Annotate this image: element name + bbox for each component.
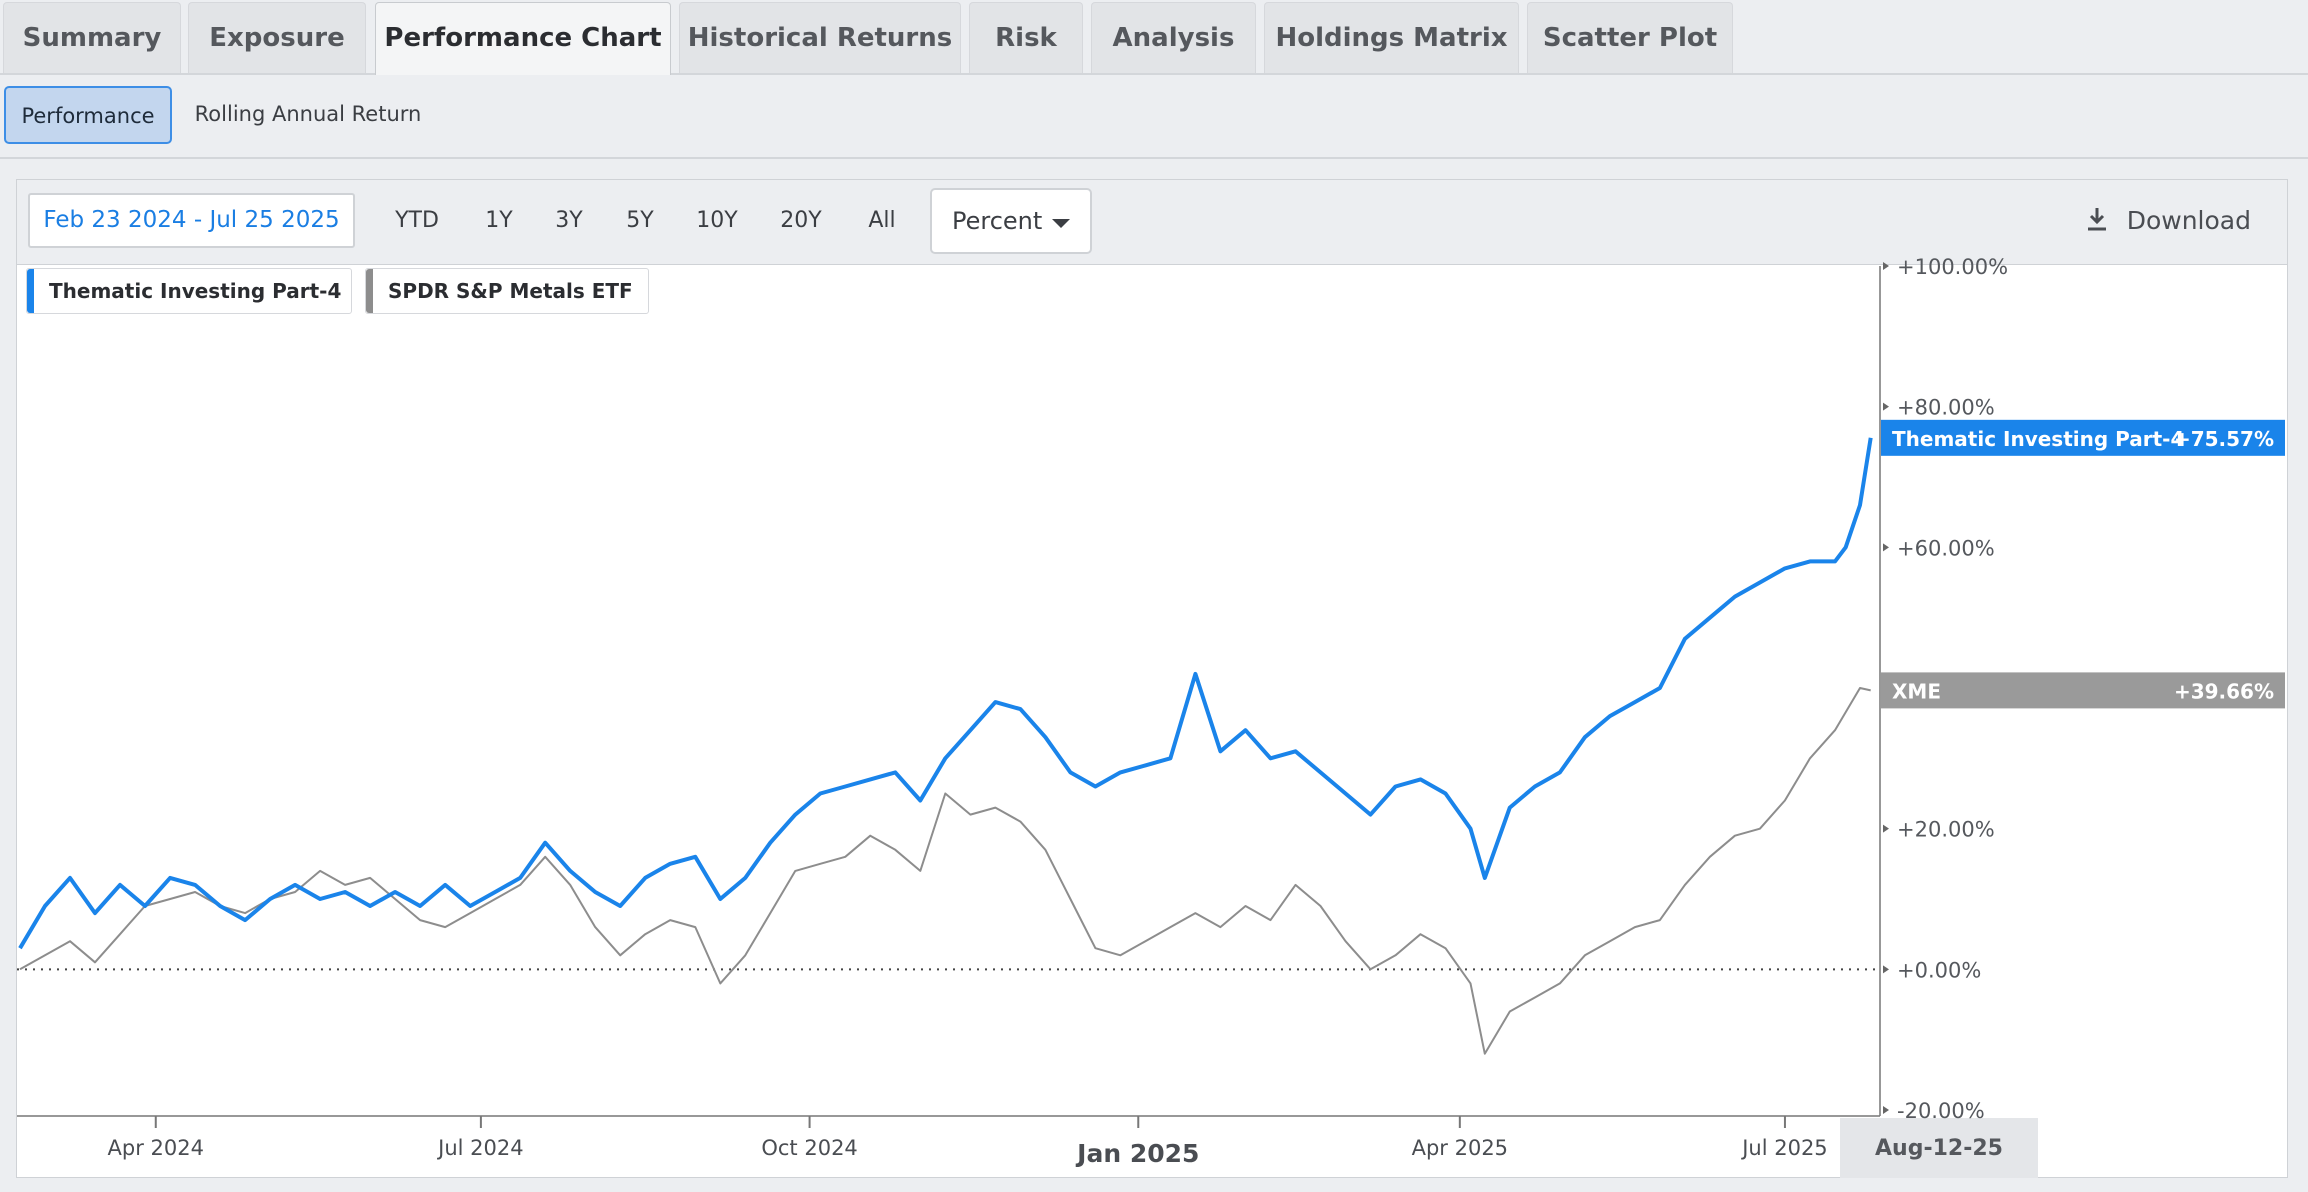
- series-line-thematic: [18, 437, 1873, 950]
- tab-analysis[interactable]: Analysis: [1091, 2, 1256, 73]
- unit-dropdown[interactable]: Percent: [930, 188, 1092, 254]
- legend-label: Thematic Investing Part-4: [49, 279, 342, 303]
- crosshair-date-label: Aug-12-25: [1875, 1136, 2003, 1161]
- y-tick-mark: [1883, 824, 1889, 833]
- tab-scatter-plot[interactable]: Scatter Plot: [1527, 2, 1733, 73]
- end-tag-name: XME: [1892, 679, 1941, 703]
- period-5y-button[interactable]: 5Y: [626, 208, 654, 233]
- y-tick-mark: [1883, 1106, 1889, 1114]
- end-tag-name: Thematic Investing Part-4: [1892, 427, 2184, 451]
- download-label: Download: [2126, 206, 2251, 235]
- period-20y-button[interactable]: 20Y: [780, 208, 822, 233]
- sub-tab-bar: Performance Rolling Annual Return: [0, 75, 2308, 159]
- download-icon: [2087, 208, 2106, 231]
- x-tick-label: Jul 2025: [1740, 1136, 1827, 1160]
- legend-item-thematic[interactable]: Thematic Investing Part-4: [26, 268, 352, 314]
- download-button[interactable]: Download: [2085, 193, 2251, 248]
- main-tab-bar: Summary Exposure Performance Chart Histo…: [0, 0, 2308, 75]
- y-tick-mark: [1883, 965, 1889, 974]
- period-1y-button[interactable]: 1Y: [485, 208, 513, 233]
- period-10y-button[interactable]: 10Y: [696, 208, 738, 233]
- y-tick-label: +60.00%: [1897, 536, 1995, 560]
- tab-performance-chart[interactable]: Performance Chart: [375, 2, 671, 75]
- end-tag-thematic: [1881, 419, 2285, 456]
- legend-item-xme[interactable]: SPDR S&P Metals ETF: [365, 268, 649, 314]
- x-tick-label: Jul 2024: [436, 1136, 523, 1160]
- tab-exposure[interactable]: Exposure: [188, 2, 366, 73]
- end-tag-xme: [1881, 672, 2285, 709]
- y-tick-label: +80.00%: [1897, 396, 1995, 420]
- tab-holdings-matrix[interactable]: Holdings Matrix: [1264, 2, 1519, 73]
- legend-label: SPDR S&P Metals ETF: [388, 279, 633, 303]
- period-ytd-button[interactable]: YTD: [395, 208, 439, 233]
- series-line-xme: [19, 687, 1871, 1055]
- tab-summary[interactable]: Summary: [3, 2, 181, 73]
- chart-toolbar: Feb 23 2024 - Jul 25 2025 YTD 1Y 3Y 5Y 1…: [17, 180, 2287, 265]
- y-tick-label: -20.00%: [1897, 1099, 1985, 1123]
- end-tag-value: +39.66%: [2174, 679, 2274, 703]
- end-tag-value: +75.57%: [2174, 427, 2274, 451]
- x-tick-label: Jan 2025: [1075, 1139, 1199, 1168]
- caret-down-icon: [1052, 219, 1070, 228]
- legend-swatch: [366, 269, 373, 313]
- y-tick-label: +100.00%: [1897, 255, 2008, 279]
- x-tick-label: Apr 2025: [1412, 1136, 1508, 1160]
- period-3y-button[interactable]: 3Y: [555, 208, 583, 233]
- x-tick-label: Apr 2024: [108, 1136, 204, 1160]
- y-tick-mark: [1883, 402, 1889, 411]
- crosshair-date-band: [1840, 1118, 2038, 1178]
- tab-risk[interactable]: Risk: [969, 2, 1083, 73]
- legend-swatch: [27, 269, 34, 313]
- x-tick-label: Oct 2024: [761, 1136, 857, 1160]
- y-tick-label: +0.00%: [1897, 958, 1981, 982]
- y-tick-label: +20.00%: [1897, 818, 1995, 842]
- unit-dropdown-value: Percent: [952, 207, 1043, 235]
- subtab-performance[interactable]: Performance: [4, 86, 172, 144]
- y-tick-mark: [1883, 543, 1889, 552]
- y-tick-mark: [1883, 262, 1889, 270]
- date-range-picker[interactable]: Feb 23 2024 - Jul 25 2025: [28, 193, 355, 248]
- tab-historical-returns[interactable]: Historical Returns: [679, 2, 961, 73]
- subtab-rolling-annual-return[interactable]: Rolling Annual Return: [194, 102, 422, 126]
- period-all-button[interactable]: All: [868, 208, 896, 233]
